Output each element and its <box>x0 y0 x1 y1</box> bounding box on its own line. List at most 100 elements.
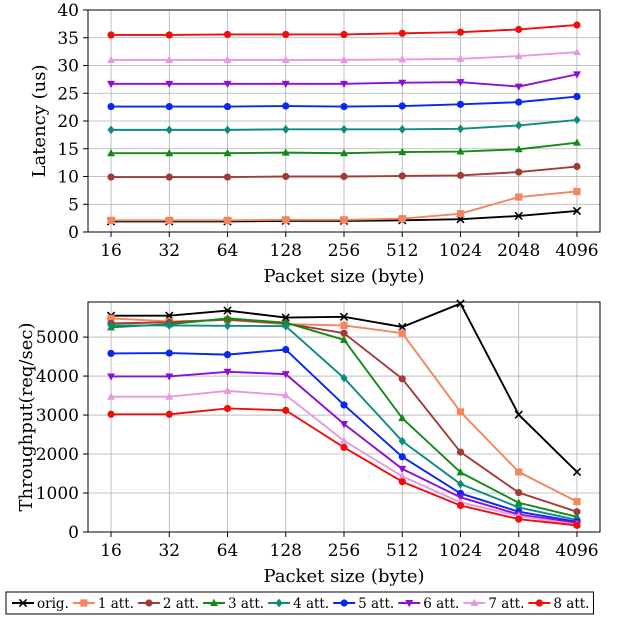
data-point <box>398 215 406 223</box>
x-axis-label: Packet size (byte) <box>263 566 424 587</box>
data-point <box>398 79 407 87</box>
data-point <box>107 373 116 381</box>
data-point <box>223 173 232 181</box>
data-point <box>282 406 290 414</box>
data-point <box>165 102 173 111</box>
y-tick-label: 40 <box>57 1 79 21</box>
data-point <box>398 124 406 134</box>
data-point <box>107 320 115 330</box>
data-point <box>281 390 290 399</box>
data-point <box>165 349 173 357</box>
plot-frame <box>87 301 601 533</box>
data-point <box>223 80 232 89</box>
data-point <box>281 80 290 89</box>
x-tick-label: 1024 <box>439 541 482 561</box>
data-point <box>281 371 290 379</box>
data-point <box>398 322 407 332</box>
data-point <box>223 55 232 63</box>
legend-marker <box>18 598 28 608</box>
data-point <box>282 321 290 331</box>
data-point <box>281 55 290 63</box>
data-point <box>515 503 523 512</box>
data-point <box>515 193 523 201</box>
data-point <box>514 410 523 419</box>
data-point <box>223 102 232 111</box>
y-axis-label: Throughput(req/sec) <box>16 323 37 512</box>
data-point <box>165 31 173 39</box>
data-point <box>515 98 523 106</box>
data-point <box>398 55 407 63</box>
data-point <box>456 124 465 134</box>
data-point <box>573 92 581 101</box>
y-tick-label: 30 <box>57 57 79 77</box>
y-tick-label: 2000 <box>36 445 79 465</box>
data-point <box>514 83 523 91</box>
x-tick-label: 512 <box>386 541 418 561</box>
data-point <box>282 345 290 354</box>
data-point <box>398 147 407 156</box>
data-point <box>456 299 465 308</box>
x-tick-label: 16 <box>100 241 122 261</box>
data-point <box>340 373 348 383</box>
x-tick-label: 1024 <box>439 241 482 261</box>
legend-entry: orig. <box>12 596 69 612</box>
data-point <box>340 55 348 63</box>
data-point <box>573 115 581 125</box>
legend: orig. 1 att. 2 att. 3 att. 4 att. 5 att. 6 att… <box>5 591 594 615</box>
data-point <box>340 148 348 157</box>
data-point <box>340 102 348 111</box>
data-point <box>340 335 348 343</box>
legend-marker <box>275 598 283 608</box>
legend-marker <box>470 598 479 606</box>
data-point <box>107 349 115 358</box>
data-point <box>456 54 465 62</box>
data-point <box>515 121 523 130</box>
legend-entry: 6 att. <box>398 596 459 612</box>
data-point <box>398 465 407 474</box>
data-point <box>107 392 116 400</box>
data-point <box>515 468 523 476</box>
data-point <box>515 489 523 497</box>
legend-entry: 4 att. <box>268 596 329 612</box>
x-tick-label: 128 <box>270 541 302 561</box>
legend-marker <box>340 599 348 607</box>
data-point <box>107 173 115 181</box>
data-point <box>223 125 232 135</box>
data-point <box>107 31 115 39</box>
data-point <box>340 172 348 181</box>
series-7-att <box>107 47 581 63</box>
legend-label: 1 att. <box>98 596 134 612</box>
data-point <box>514 498 523 506</box>
data-point <box>281 313 290 322</box>
data-point <box>282 172 290 181</box>
legend-marker <box>80 599 88 607</box>
y-tick-label: 10 <box>57 168 79 188</box>
throughput-chart: 0 1000 2000 3000 4000 5000 16 32 64 128 256 512 1024… <box>16 299 601 587</box>
legend-marker <box>145 599 153 607</box>
y-tick-label: 25 <box>57 84 79 104</box>
series-4-att <box>107 115 581 135</box>
data-point <box>573 21 581 29</box>
x-tick-label: 64 <box>217 541 239 561</box>
data-point <box>340 421 348 429</box>
data-point <box>398 29 406 37</box>
data-point <box>281 148 290 156</box>
data-point <box>223 216 232 224</box>
x-tick-label: 32 <box>158 541 180 561</box>
data-point <box>340 30 348 39</box>
y-tick-label: 3000 <box>36 406 79 426</box>
latency-chart: 0 5 10 15 20 25 30 35 40 16 32 64 128 256 512 1024 2048 4… <box>29 1 601 287</box>
x-tick-label: 64 <box>217 241 239 261</box>
data-point <box>515 515 523 523</box>
data-point <box>572 71 581 79</box>
data-point <box>456 408 465 416</box>
x-tick-label: 2048 <box>497 541 540 561</box>
data-point <box>107 216 115 224</box>
x-tick-label: 32 <box>158 241 180 261</box>
data-point <box>223 404 232 413</box>
data-point <box>340 401 348 409</box>
data-point <box>456 501 465 510</box>
data-point <box>456 147 465 155</box>
data-point <box>165 216 173 224</box>
data-point <box>398 453 406 461</box>
